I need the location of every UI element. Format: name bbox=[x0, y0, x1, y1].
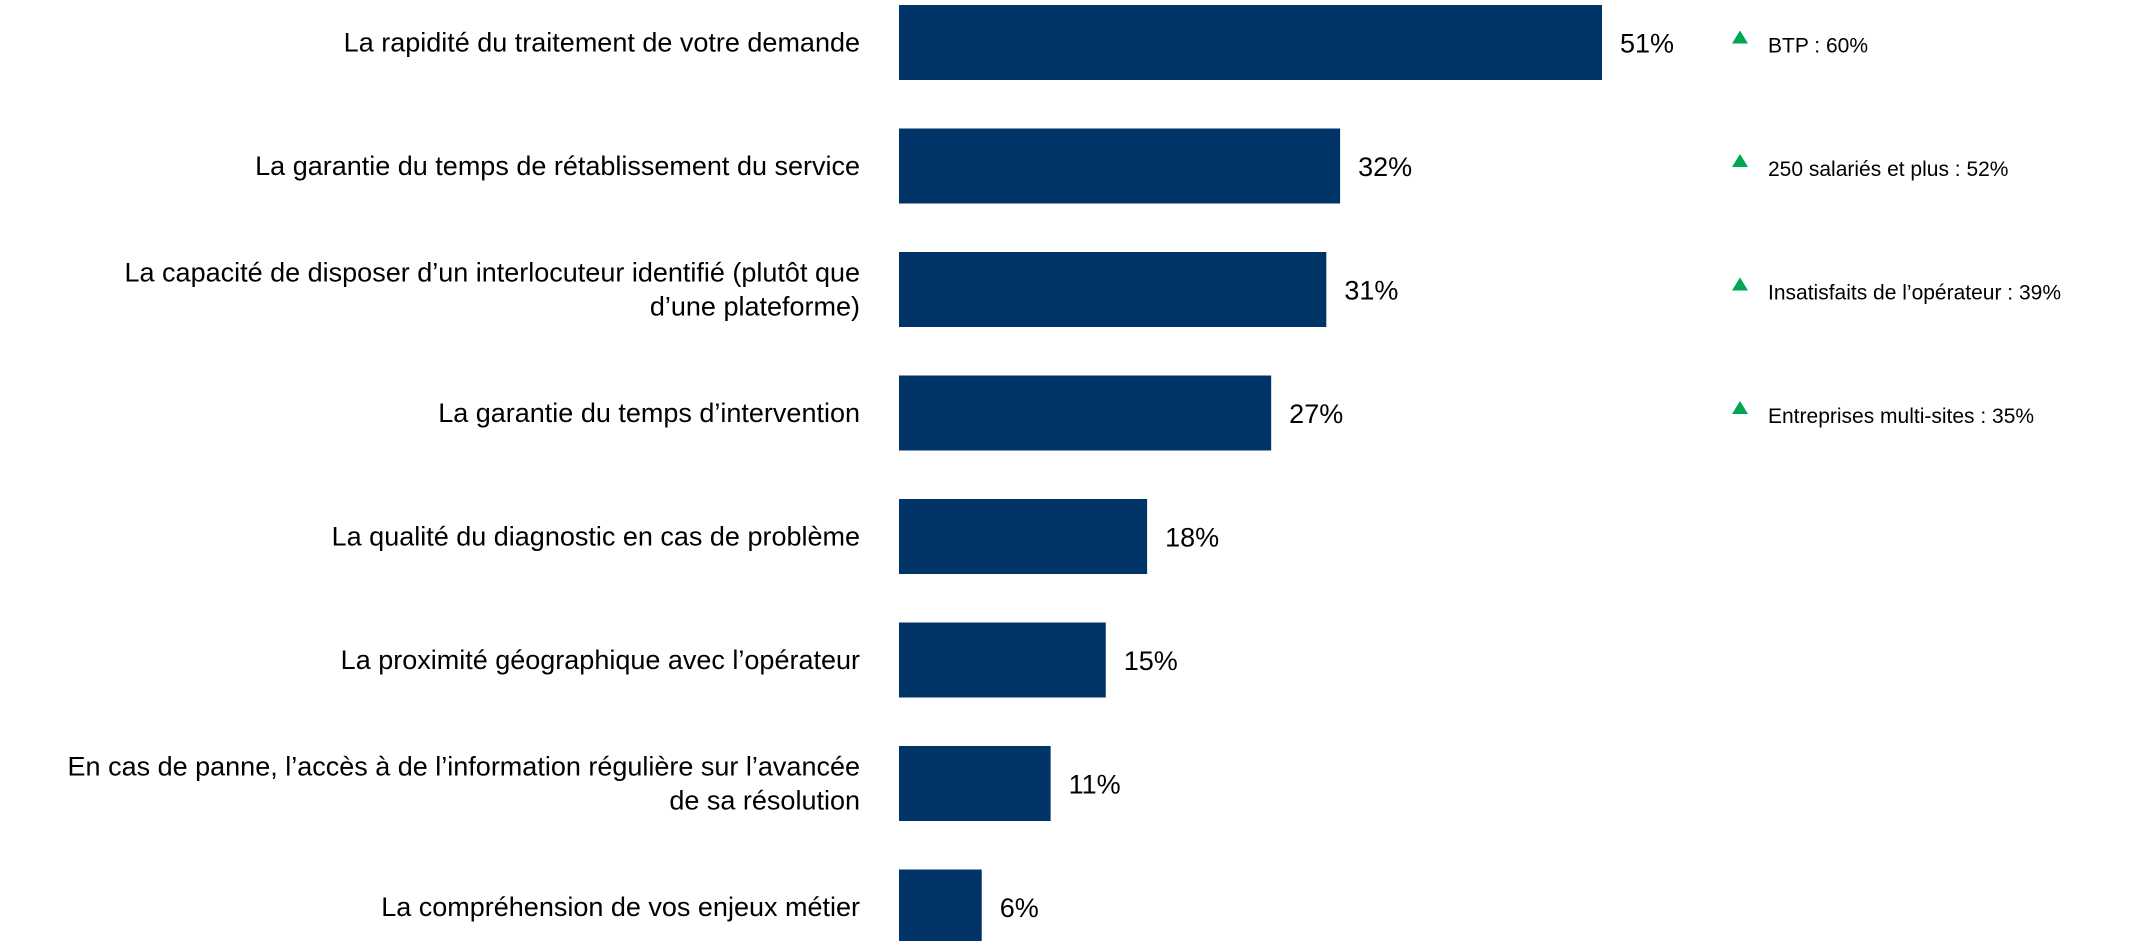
category-label: La rapidité du traitement de votre deman… bbox=[344, 28, 860, 58]
annotation-text: BTP : 60% bbox=[1768, 35, 1868, 58]
category-label: La capacité de disposer d’un interlocute… bbox=[125, 258, 860, 288]
bar bbox=[899, 252, 1327, 327]
bar bbox=[899, 128, 1341, 204]
category-label: En cas de panne, l’accès à de l’informat… bbox=[68, 752, 860, 782]
category-label: La garantie du temps d’intervention bbox=[438, 398, 860, 428]
value-label: 18% bbox=[1165, 523, 1219, 553]
up-triangle-icon bbox=[1732, 277, 1748, 291]
category-label: La garantie du temps de rétablissement d… bbox=[255, 151, 860, 181]
value-label: 51% bbox=[1620, 29, 1674, 59]
bar bbox=[899, 869, 982, 941]
up-triangle-icon bbox=[1732, 401, 1748, 414]
up-triangle-icon bbox=[1732, 30, 1748, 44]
category-label: de sa résolution bbox=[669, 786, 860, 816]
category-label: d’une plateforme) bbox=[650, 292, 860, 322]
value-label: 11% bbox=[1069, 770, 1121, 800]
bar bbox=[899, 5, 1602, 80]
bar bbox=[899, 622, 1106, 698]
bar bbox=[899, 746, 1051, 821]
category-label: La proximité géographique avec l’opérate… bbox=[341, 645, 860, 675]
value-label: 27% bbox=[1289, 399, 1343, 429]
annotation-text: 250 salariés et plus : 52% bbox=[1768, 158, 2008, 181]
value-label: 6% bbox=[1000, 893, 1039, 923]
annotation-text: Entreprises multi-sites : 35% bbox=[1768, 405, 2034, 428]
up-triangle-icon bbox=[1732, 154, 1748, 167]
bar bbox=[899, 499, 1148, 574]
category-label: La qualité du diagnostic en cas de probl… bbox=[332, 522, 860, 552]
value-label: 15% bbox=[1124, 646, 1178, 676]
annotation-text: Insatisfaits de l’opérateur : 39% bbox=[1768, 282, 2061, 305]
bar bbox=[899, 375, 1272, 451]
value-label: 32% bbox=[1358, 152, 1412, 182]
value-label: 31% bbox=[1344, 276, 1398, 306]
category-label: La compréhension de vos enjeux métier bbox=[381, 892, 860, 922]
